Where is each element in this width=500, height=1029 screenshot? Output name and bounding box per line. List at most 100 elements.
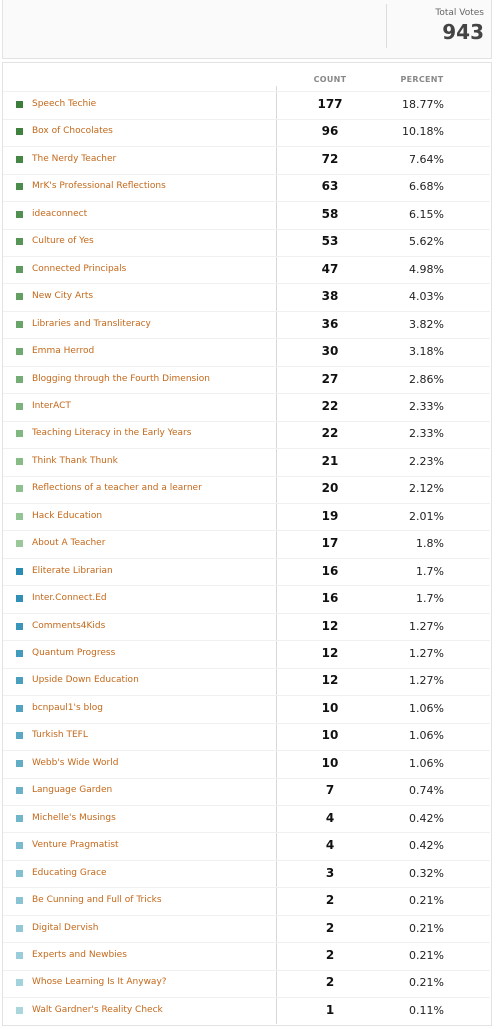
vote-count: 21 [321, 453, 339, 468]
color-swatch [16, 814, 23, 822]
color-swatch [16, 622, 23, 630]
row-separator [3, 448, 490, 449]
row-separator [3, 201, 490, 202]
row-separator [3, 778, 490, 779]
entry-name: Eliterate Librarian [32, 565, 113, 576]
vote-percent: 0.42% [409, 839, 444, 853]
vote-count: 38 [321, 289, 339, 304]
color-swatch [16, 265, 23, 273]
row-separator [3, 640, 490, 641]
vote-count: 12 [321, 618, 339, 633]
entry-name: The Nerdy Teacher [32, 153, 117, 164]
vote-percent: 0.11% [409, 1003, 444, 1017]
vote-count: 12 [321, 673, 339, 688]
entry-name: Whose Learning Is It Anyway? [32, 977, 167, 988]
row-separator [3, 668, 490, 669]
vote-count: 10 [321, 755, 339, 770]
color-swatch [16, 759, 23, 767]
entry-name: About A Teacher [32, 538, 106, 549]
entry-name: Speech Techie [32, 99, 97, 109]
color-swatch [16, 128, 23, 136]
row-separator [3, 695, 490, 696]
vote-count: 1 [325, 1002, 335, 1017]
vote-percent: 4.03% [409, 290, 444, 304]
row-separator [3, 366, 490, 367]
vote-count: 47 [321, 261, 339, 276]
vote-count: 4 [325, 810, 335, 825]
color-swatch [16, 540, 23, 548]
row-separator [3, 421, 490, 422]
vote-percent: 2.33% [409, 427, 444, 441]
color-swatch [16, 951, 23, 959]
color-swatch [16, 457, 23, 465]
color-swatch [16, 842, 23, 850]
entry-name: Experts and Newbies [32, 949, 127, 960]
vote-percent: 2.12% [409, 482, 444, 496]
color-swatch [16, 869, 23, 877]
vote-percent: 6.68% [409, 180, 444, 194]
entry-name: MrK's Professional Reflections [32, 181, 166, 192]
color-swatch [16, 924, 23, 932]
row-separator [3, 119, 490, 120]
color-swatch [16, 210, 23, 218]
entry-name: New City Arts [32, 291, 94, 302]
vote-count: 96 [321, 124, 339, 139]
count-header: COUNT [313, 75, 347, 84]
color-swatch [16, 101, 23, 108]
color-swatch [16, 595, 23, 603]
total-label: Total Votes [435, 8, 484, 18]
row-separator [3, 723, 490, 724]
entry-name: Quantum Progress [32, 648, 116, 658]
vote-count: 19 [321, 508, 339, 523]
vote-count: 27 [321, 371, 339, 386]
entry-name: Box of Chocolates [32, 126, 113, 137]
entry-name: Connected Principals [32, 263, 127, 274]
entry-name: InterACT [32, 400, 71, 411]
color-swatch [16, 348, 23, 356]
vote-percent: 0.21% [409, 921, 444, 935]
color-swatch [16, 512, 23, 520]
row-separator [3, 256, 490, 257]
row-separator [3, 970, 490, 971]
vote-count: 72 [321, 151, 339, 166]
vote-percent: 1.7% [416, 564, 444, 578]
entry-name: Hack Education [32, 510, 103, 521]
vote-count: 2 [325, 947, 335, 962]
row-separator [3, 860, 490, 861]
results-table [2, 62, 492, 1026]
vote-count: 16 [321, 563, 339, 578]
entry-name: Teaching Literacy in the Early Years [32, 428, 192, 439]
vote-percent: 5.62% [409, 235, 444, 249]
vote-count: 2 [325, 920, 335, 935]
row-separator [3, 887, 490, 888]
entry-name: Turkish TEFL [32, 730, 88, 741]
color-swatch [16, 704, 23, 712]
vote-percent: 0.42% [409, 811, 444, 825]
total-box [2, 0, 492, 59]
vote-percent: 1.7% [416, 592, 444, 606]
color-swatch [16, 979, 23, 987]
row-separator [3, 476, 490, 477]
color-swatch [16, 650, 23, 657]
vote-percent: 2.01% [409, 509, 444, 523]
column-divider [276, 86, 277, 1024]
vote-count: 4 [325, 838, 335, 853]
row-separator [3, 229, 490, 230]
vote-percent: 1.27% [409, 619, 444, 633]
row-separator [3, 915, 490, 916]
vote-percent: 0.21% [409, 894, 444, 908]
vote-count: 22 [321, 398, 339, 413]
vote-percent: 1.06% [409, 701, 444, 715]
row-separator [3, 942, 490, 943]
vote-count: 10 [321, 700, 339, 715]
vote-count: 20 [321, 481, 339, 496]
entry-name: Michelle's Musings [32, 812, 116, 823]
row-separator [3, 503, 490, 504]
color-swatch [16, 567, 23, 575]
vote-count: 58 [321, 206, 339, 221]
row-separator [3, 146, 490, 147]
color-swatch [16, 238, 23, 246]
entry-name: Be Cunning and Full of Tricks [32, 895, 162, 906]
vote-percent: 1.8% [416, 537, 444, 551]
vote-percent: 1.06% [409, 729, 444, 743]
